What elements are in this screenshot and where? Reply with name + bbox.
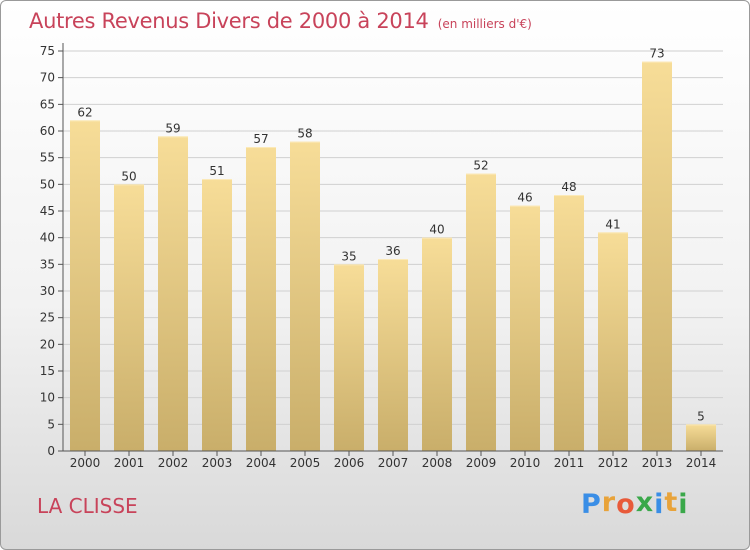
bar (554, 195, 584, 451)
x-tick-label: 2009 (466, 456, 497, 470)
y-tick-label: 75 (40, 44, 55, 58)
chart-subtitle: (en milliers d'€) (437, 17, 532, 31)
x-tick-label: 2011 (554, 456, 585, 470)
bar-value-label: 5 (697, 409, 705, 423)
proxiti-logo[interactable]: Proxiti (581, 487, 689, 520)
y-tick-label: 65 (40, 97, 55, 111)
y-tick-label: 60 (40, 124, 55, 138)
x-tick-label: 2014 (686, 456, 717, 470)
bar-value-label: 52 (473, 159, 488, 173)
y-tick-label: 5 (47, 417, 55, 431)
bar (246, 147, 276, 451)
y-tick-label: 35 (40, 257, 55, 271)
place-name: LA CLISSE (37, 494, 138, 518)
y-tick-label: 25 (40, 311, 55, 325)
bar (158, 136, 188, 452)
y-tick-label: 10 (40, 391, 55, 405)
x-tick-label: 2004 (246, 456, 277, 470)
y-tick-label: 15 (40, 364, 55, 378)
y-tick-label: 45 (40, 204, 55, 218)
y-tick-label: 40 (40, 231, 55, 245)
bar-value-label: 57 (253, 132, 268, 146)
x-tick-label: 2003 (202, 456, 233, 470)
y-tick-label: 0 (47, 444, 55, 458)
y-tick-label: 50 (40, 177, 55, 191)
bar (686, 424, 716, 451)
logo-letter: x (635, 487, 655, 518)
bar-value-label: 41 (605, 217, 620, 231)
bar (598, 232, 628, 451)
logo-letter: o (616, 489, 636, 520)
chart-title-block: Autres Revenus Divers de 2000 à 2014 (en… (29, 9, 532, 33)
y-tick-label: 20 (40, 337, 55, 351)
logo-letter: r (601, 487, 617, 518)
bar (378, 259, 408, 451)
bar-value-label: 62 (77, 105, 92, 119)
logo-letter: i (654, 489, 665, 520)
bar (114, 184, 144, 452)
x-tick-label: 2006 (334, 456, 365, 470)
x-tick-label: 2008 (422, 456, 453, 470)
x-tick-label: 2001 (114, 456, 145, 470)
bar (202, 179, 232, 451)
bar-value-label: 40 (429, 223, 444, 237)
x-tick-label: 2010 (510, 456, 541, 470)
bar-value-label: 58 (297, 127, 312, 141)
bar-value-label: 48 (561, 180, 576, 194)
bar-value-label: 50 (121, 169, 136, 183)
bar-value-label: 46 (517, 191, 532, 205)
x-tick-label: 2013 (642, 456, 673, 470)
bar (642, 61, 672, 452)
logo-letter: P (581, 489, 602, 520)
bar (510, 205, 540, 451)
x-tick-label: 2002 (158, 456, 189, 470)
x-tick-label: 2005 (290, 456, 321, 470)
x-tick-label: 2012 (598, 456, 629, 470)
bar-value-label: 36 (385, 244, 400, 258)
y-tick-label: 30 (40, 284, 55, 298)
y-tick-label: 55 (40, 151, 55, 165)
bar (422, 237, 452, 451)
bar (466, 173, 496, 451)
bar-value-label: 59 (165, 121, 180, 135)
bar-value-label: 51 (209, 164, 224, 178)
chart-title: Autres Revenus Divers de 2000 à 2014 (29, 9, 429, 33)
x-tick-label: 2000 (70, 456, 101, 470)
y-tick-label: 70 (40, 71, 55, 85)
bar-value-label: 35 (341, 249, 356, 263)
x-tick-label: 2007 (378, 456, 409, 470)
bar (70, 120, 100, 451)
logo-letter: i (678, 489, 689, 520)
bar (290, 141, 320, 451)
bar-value-label: 73 (649, 47, 664, 61)
bar (334, 264, 364, 451)
logo-letter: t (664, 487, 679, 518)
